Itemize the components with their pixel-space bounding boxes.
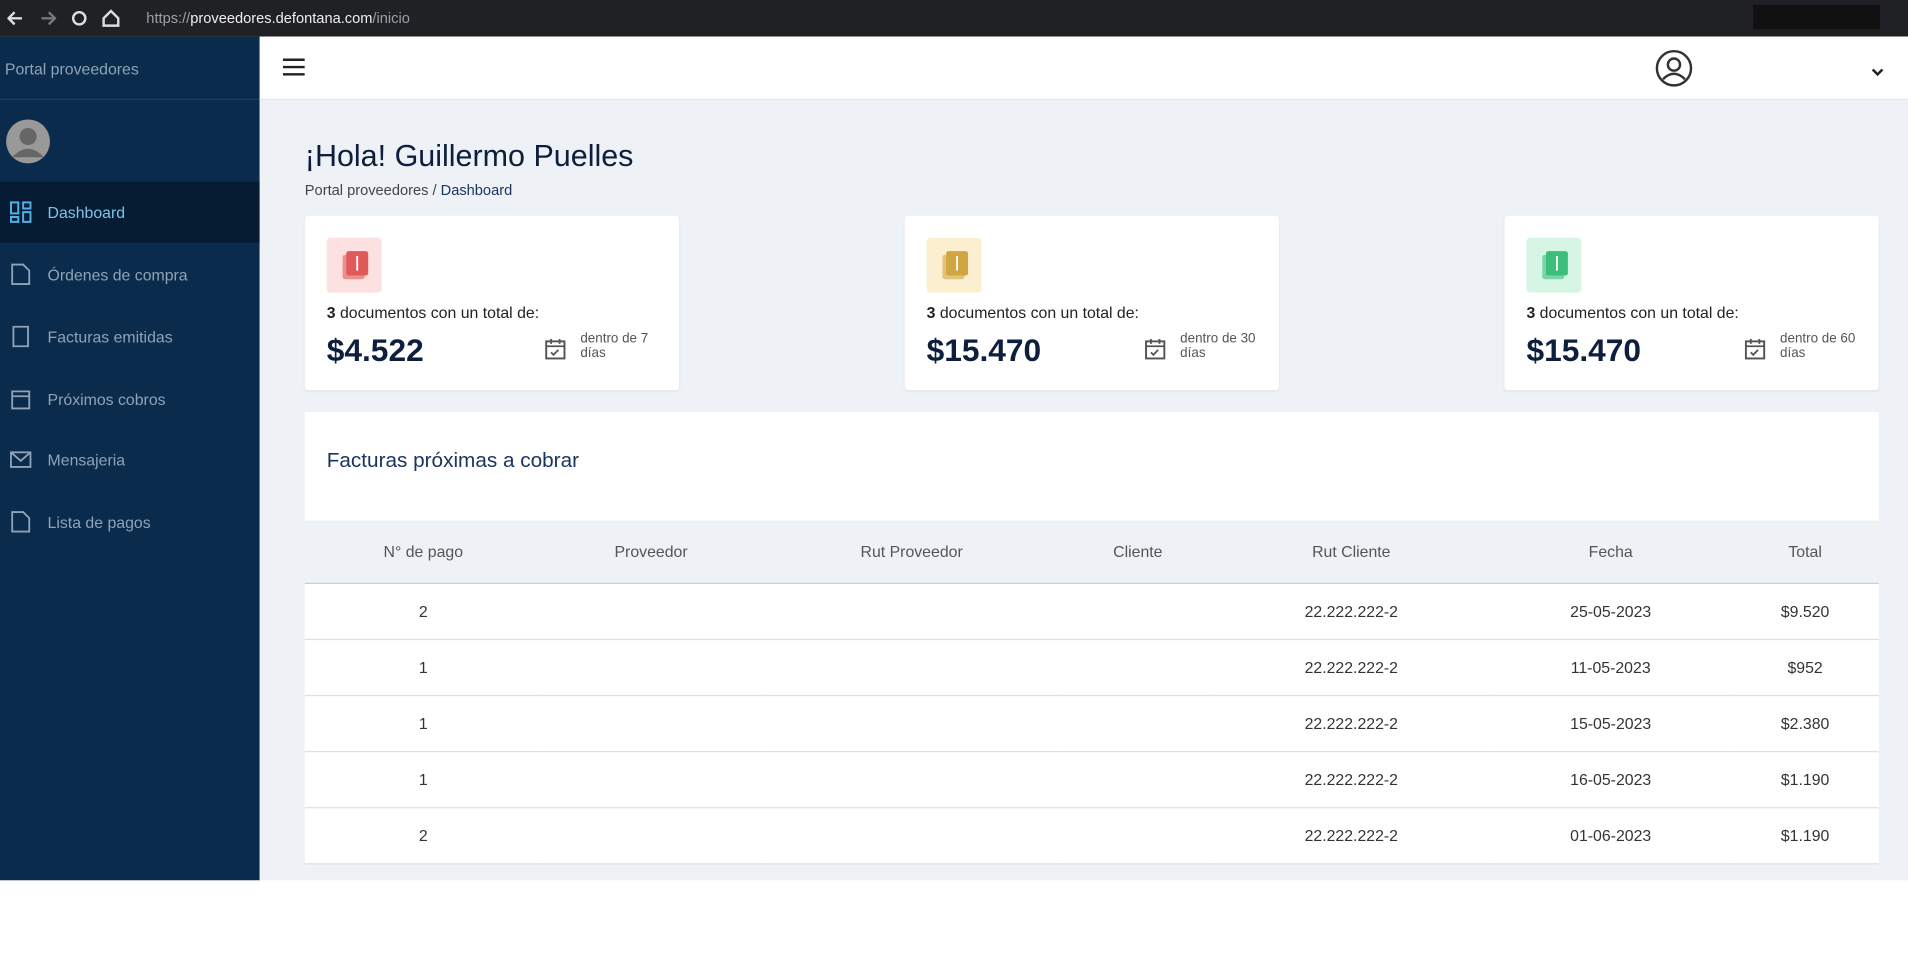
profile-box [1753,4,1881,30]
table-cell: 22.222.222-2 [1212,583,1490,641]
table-cell: 1 [304,639,542,697]
table-cell: 16-05-2023 [1489,751,1732,809]
table-cell [1062,639,1213,697]
summary-card: 3 documentos con un total de: $15.470 dent… [1504,215,1879,391]
calendar-icon [1744,338,1767,366]
card-count: 3 [926,303,936,322]
table-cell [1062,751,1213,809]
menu-item[interactable]: Mensajeria [0,429,260,490]
table-cell [1062,807,1213,865]
column-header: Rut Cliente [1212,520,1490,584]
table-cell: 11-05-2023 [1489,639,1732,697]
table-row: 2 22.222.222-2 01-06-2023 $1.190 [304,807,1879,865]
calendar-icon [1145,338,1167,366]
menu-item[interactable]: Órdenes de compra [0,244,260,305]
card-due: dentro de 30 días [1180,331,1256,361]
table-cell [541,639,761,697]
card-amount: $15.470 [1526,331,1642,369]
divider [0,98,260,100]
menu-item[interactable]: Dashboard [0,181,260,243]
dropdown-arrow[interactable] [1871,68,1884,78]
table-cell: $2.380 [1731,695,1879,753]
card-count: 3 [326,303,336,322]
card-due: dentro de 60 días [1780,331,1856,361]
menu-toggle[interactable] [282,58,305,76]
user-avatar[interactable] [1654,49,1693,88]
avatar [6,119,50,164]
table-cell: 22.222.222-2 [1212,695,1490,753]
calendar-icon [545,338,567,366]
table-cell: 01-06-2023 [1489,807,1732,865]
card-amount: $15.470 [926,331,1042,369]
column-header: Cliente [1062,520,1213,584]
table-cell: 2 [304,807,542,865]
summary-card: 3 documentos con un total de: $15.470 dent… [904,215,1279,391]
summary-card: 3 documentos con un total de: $4.522 dentr… [304,215,680,391]
table-cell [541,695,761,753]
table-row: 2 22.222.222-2 25-05-2023 $9.520 [304,583,1879,641]
breadcrumb: Portal proveedores / Dashboard [304,181,513,199]
brand: Portal proveedores [4,59,139,79]
top-header [259,36,1908,100]
table-panel: Facturas próximas a cobrar N° de pago Pro… [304,412,1879,865]
card-icon [326,237,382,293]
card-icon [1526,237,1582,293]
nav-icons[interactable] [7,9,129,29]
table-cell [760,751,1063,809]
table-cell [760,583,1063,641]
card-text: 3 documentos con un total de: [927,304,1139,322]
table-cell [760,807,1063,865]
menu-item[interactable]: Próximos cobros [0,368,260,429]
table: N° de pago Proveedor Rut Proveedor Cliente R… [304,520,1879,865]
menu-item[interactable]: Facturas emitidas [0,306,260,367]
table-cell: $1.190 [1731,751,1879,809]
table-cell [760,695,1063,753]
column-header: Fecha [1489,520,1732,584]
column-header: Proveedor [541,520,761,584]
url[interactable]: https://proveedores.defontana.com/inicio [146,9,410,27]
table-cell: 2 [304,583,542,641]
table-cell: 1 [304,695,542,753]
table-cell: $9.520 [1731,583,1879,641]
column-header: Total [1731,520,1879,584]
table-cell [760,639,1063,697]
content: ¡Hola! Guillermo Puelles Portal proveedo… [259,99,1908,881]
table-cell [541,807,761,865]
card-text: 3 documentos con un total de: [1526,304,1738,322]
table-cell: $952 [1731,639,1879,697]
table-row: 1 22.222.222-2 15-05-2023 $2.380 [304,695,1879,753]
table-cell: 22.222.222-2 [1212,751,1490,809]
table-title: Facturas próximas a cobrar [326,448,580,472]
table-cell [1062,695,1213,753]
table-cell: 25-05-2023 [1489,583,1732,641]
card-amount: $4.522 [326,331,424,369]
table-cell [541,583,761,641]
card-label: documentos con un total de: [939,303,1139,322]
card-count: 3 [1526,303,1536,322]
table-cell: 22.222.222-2 [1212,639,1490,697]
browser-bar: https://proveedores.defontana.com/inicio [0,0,1908,37]
table-cell [1062,583,1213,641]
table-cell [541,751,761,809]
menu-item[interactable]: Lista de pagos [0,491,260,552]
card-label: documentos con un total de: [1539,303,1739,322]
card-text: 3 documentos con un total de: [327,304,539,322]
card-due: dentro de 7 días [580,331,649,361]
table-row: 1 22.222.222-2 11-05-2023 $952 [304,639,1879,697]
table-cell: 1 [304,751,542,809]
column-header: N° de pago [304,520,542,584]
table-cell: 22.222.222-2 [1212,807,1490,865]
table-row: 1 22.222.222-2 16-05-2023 $1.190 [304,751,1879,809]
card-label: documentos con un total de: [339,303,540,322]
sidebar: Portal proveedores Dashboard Órdenes de … [0,36,260,881]
column-header: Rut Proveedor [760,520,1063,584]
card-icon [926,237,982,293]
greeting: ¡Hola! Guillermo Puelles [304,138,634,174]
table-cell: 15-05-2023 [1489,695,1732,753]
table-cell: $1.190 [1731,807,1879,865]
